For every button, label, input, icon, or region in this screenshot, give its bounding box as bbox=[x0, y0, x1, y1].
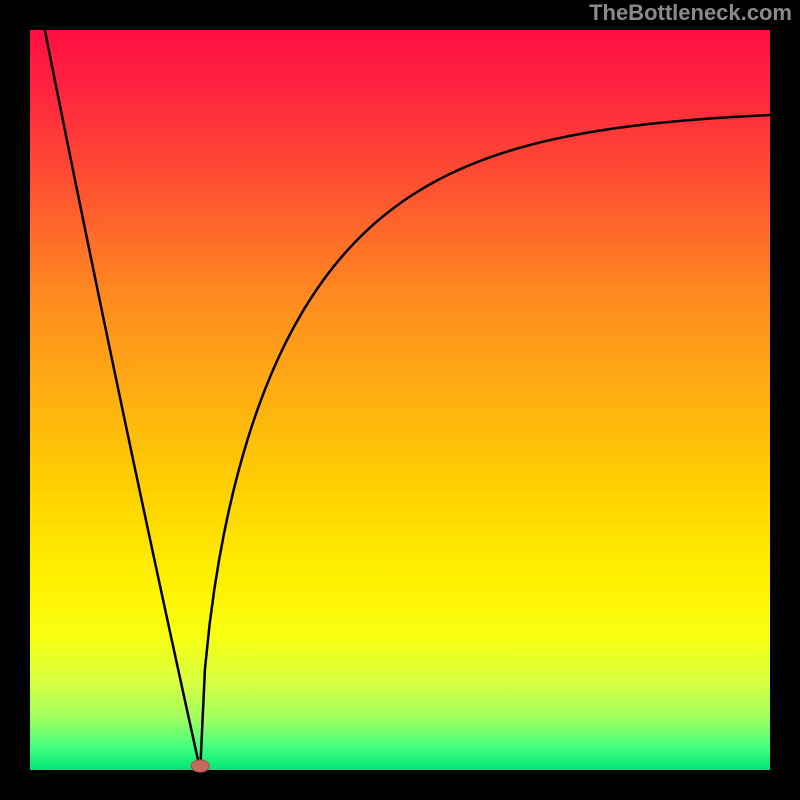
bottleneck-chart bbox=[0, 0, 800, 800]
plot-background bbox=[30, 30, 770, 770]
watermark-text: TheBottleneck.com bbox=[589, 0, 792, 26]
optimal-marker bbox=[191, 760, 209, 772]
chart-container: TheBottleneck.com bbox=[0, 0, 800, 800]
